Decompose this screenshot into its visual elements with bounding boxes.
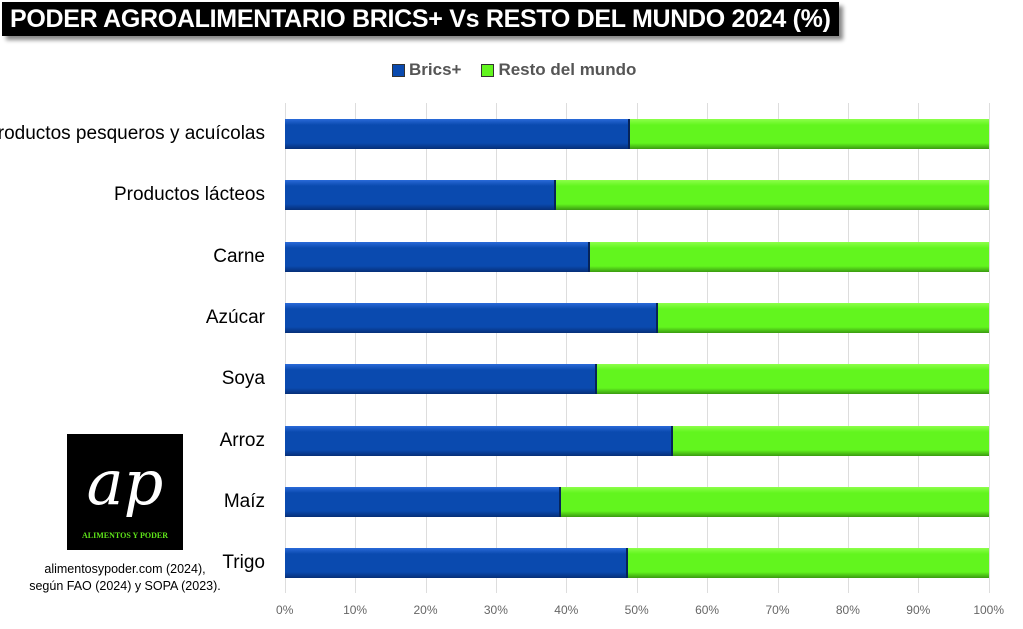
legend-item-brics: Brics+ xyxy=(392,60,461,80)
chart-title: PODER AGROALIMENTARIO BRICS+ Vs RESTO DE… xyxy=(2,2,839,36)
gridline xyxy=(425,103,427,593)
gridline xyxy=(355,103,357,593)
gridline xyxy=(707,103,709,593)
source-line: según FAO (2024) y SOPA (2023). xyxy=(29,579,221,593)
bar-brics xyxy=(284,302,658,333)
bar-resto xyxy=(561,486,989,517)
logo-mark: ap xyxy=(86,446,164,519)
legend-item-resto: Resto del mundo xyxy=(481,60,636,80)
source-note: alimentosypoder.com (2024), según FAO (2… xyxy=(20,561,230,595)
gridline xyxy=(284,103,286,593)
bar-brics xyxy=(284,241,591,272)
y-category-label: Carne xyxy=(213,245,265,267)
bar-brics xyxy=(284,548,629,579)
legend-swatch-brics xyxy=(392,63,405,77)
y-category-label: Productos pesqueros y acuícolas xyxy=(0,123,265,144)
legend-label: Resto del mundo xyxy=(498,60,637,79)
legend: Brics+ Resto del mundo xyxy=(392,60,636,80)
x-tick-label: 70% xyxy=(765,603,790,617)
logo-text: ALIMENTOS Y PODER xyxy=(82,531,168,540)
y-category-label: Azúcar xyxy=(205,306,265,328)
gridline xyxy=(566,103,568,593)
gridline xyxy=(918,103,920,593)
x-tick-label: 90% xyxy=(906,603,931,617)
bar-resto xyxy=(556,180,989,211)
y-category-label: Trigo xyxy=(222,552,265,574)
y-category-label: Maíz xyxy=(223,490,265,512)
bar-resto xyxy=(597,364,989,395)
x-tick-label: 20% xyxy=(413,603,438,617)
legend-swatch-resto xyxy=(481,63,495,77)
gridline xyxy=(777,103,779,593)
bar-brics xyxy=(284,486,562,517)
x-tick-label: 40% xyxy=(554,603,579,617)
y-category-label: Productos lácteos xyxy=(113,184,265,206)
gridline xyxy=(988,103,990,593)
bar-brics xyxy=(284,180,557,211)
x-tick-label: 30% xyxy=(483,603,508,617)
bar-brics xyxy=(284,425,674,456)
x-tick-label: 100% xyxy=(973,603,1005,617)
bar-brics xyxy=(284,119,630,149)
bar-brics xyxy=(284,364,598,395)
bar-resto xyxy=(673,425,989,456)
y-category-label: Soya xyxy=(221,368,265,390)
gridline xyxy=(847,103,849,593)
bar-resto xyxy=(590,241,989,272)
x-tick-label: 80% xyxy=(835,603,860,617)
source-line: alimentosypoder.com (2024), xyxy=(44,562,206,576)
x-tick-label: 10% xyxy=(343,603,368,617)
gridline xyxy=(495,103,497,593)
x-tick-label: 50% xyxy=(624,603,649,617)
logo: ap ALIMENTOS Y PODER xyxy=(67,434,183,550)
legend-label: Brics+ xyxy=(409,60,462,79)
y-category-label: Arroz xyxy=(219,429,265,451)
x-tick-label: 60% xyxy=(695,603,720,617)
x-tick-label: 0% xyxy=(276,603,294,617)
bar-resto xyxy=(629,119,989,149)
bar-resto xyxy=(628,548,989,579)
gridline xyxy=(636,103,638,593)
bar-resto xyxy=(657,302,989,333)
